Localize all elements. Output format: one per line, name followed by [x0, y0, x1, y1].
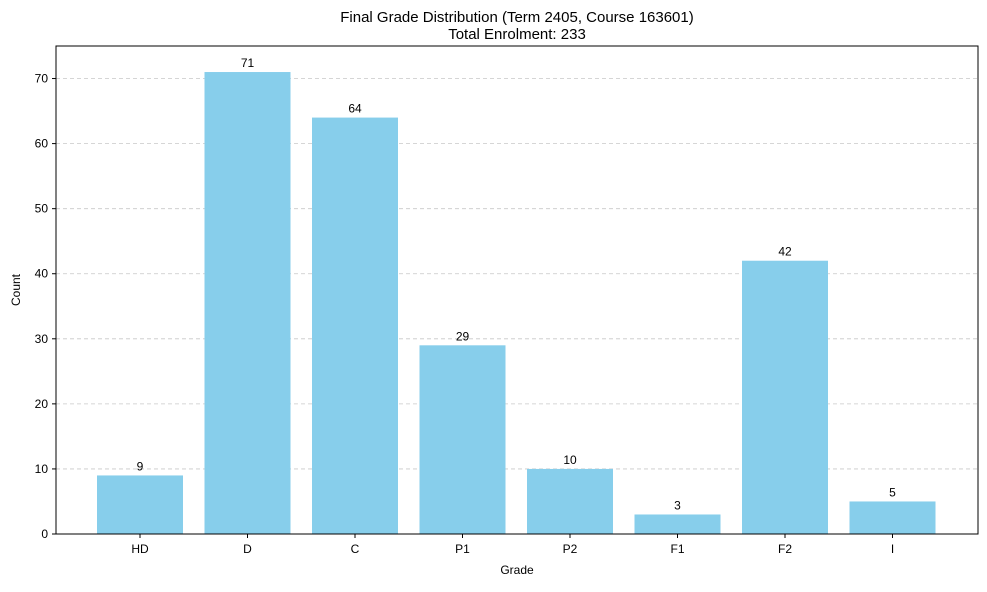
y-tick-label: 70 [35, 72, 49, 86]
chart-subtitle: Total Enrolment: 233 [448, 26, 586, 43]
x-tick-label-i: I [891, 542, 894, 556]
x-tick-label-c: C [351, 542, 360, 556]
x-axis-ticks: HD D C P1 P2 F1 F2 I [131, 534, 894, 556]
bar-hd [97, 475, 183, 534]
y-tick-label: 0 [41, 527, 48, 541]
bar-f1 [634, 514, 721, 534]
chart-title: Final Grade Distribution (Term 2405, Cou… [340, 9, 694, 26]
x-tick-label-f1: F1 [670, 542, 684, 556]
y-tick-label: 60 [35, 137, 49, 151]
plot-frame [55, 45, 979, 535]
data-labels: 9 71 64 29 10 3 42 5 [137, 56, 897, 512]
data-label-f1: 3 [674, 498, 681, 512]
x-tick-label-d: D [243, 542, 252, 556]
x-tick-label-p1: P1 [455, 542, 470, 556]
bar-i [849, 501, 936, 534]
x-tick-label-hd: HD [131, 542, 149, 556]
bar-p2 [527, 468, 613, 534]
data-label-hd: 9 [137, 459, 144, 473]
x-tick-label-p2: P2 [563, 542, 578, 556]
gridlines [56, 78, 978, 470]
x-axis-label: Grade [500, 563, 534, 577]
data-label-p2: 10 [563, 453, 577, 467]
y-tick-label: 10 [35, 462, 49, 476]
y-axis-ticks: 0 10 20 30 40 50 60 70 [35, 72, 56, 541]
bar-p1 [419, 345, 506, 534]
x-tick-label-f2: F2 [778, 542, 792, 556]
data-label-i: 5 [889, 485, 896, 499]
y-axis-label: Count [9, 273, 23, 306]
bar-c [312, 117, 398, 534]
data-label-p1: 29 [456, 329, 470, 343]
y-tick-label: 50 [35, 202, 49, 216]
bars [97, 72, 936, 534]
y-tick-label: 20 [35, 397, 49, 411]
data-label-d: 71 [241, 56, 255, 70]
bar-d [204, 72, 291, 534]
bar-f2 [742, 260, 828, 534]
data-label-f2: 42 [778, 245, 792, 259]
y-tick-label: 40 [35, 267, 49, 281]
data-label-c: 64 [348, 102, 362, 116]
y-tick-label: 30 [35, 332, 49, 346]
